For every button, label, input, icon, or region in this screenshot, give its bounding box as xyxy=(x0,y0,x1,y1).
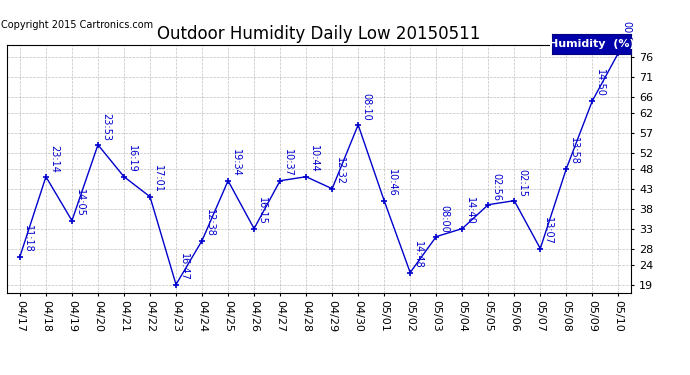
Text: 00:00: 00:00 xyxy=(622,21,631,49)
Text: 10:44: 10:44 xyxy=(309,145,319,173)
Text: Humidity  (%): Humidity (%) xyxy=(549,39,635,49)
Text: 14:05: 14:05 xyxy=(75,189,85,217)
Text: 14:48: 14:48 xyxy=(413,241,423,268)
Text: 10:37: 10:37 xyxy=(283,149,293,177)
Text: 16:15: 16:15 xyxy=(257,197,267,225)
Text: 13:58: 13:58 xyxy=(569,137,580,165)
Text: 14:50: 14:50 xyxy=(595,69,605,97)
Text: 16:19: 16:19 xyxy=(127,145,137,173)
Text: 08:10: 08:10 xyxy=(362,93,371,121)
Text: 23:14: 23:14 xyxy=(49,145,59,173)
Text: 14:40: 14:40 xyxy=(465,197,475,225)
Text: Copyright 2015 Cartronics.com: Copyright 2015 Cartronics.com xyxy=(1,20,152,30)
Text: 16:47: 16:47 xyxy=(179,253,189,280)
Text: 10:46: 10:46 xyxy=(387,169,397,197)
Text: 11:18: 11:18 xyxy=(23,225,33,253)
Text: 12:32: 12:32 xyxy=(335,157,345,185)
Text: 13:07: 13:07 xyxy=(544,217,553,244)
Text: 08:00: 08:00 xyxy=(440,205,449,232)
Text: 23:53: 23:53 xyxy=(101,113,111,141)
Text: 02:15: 02:15 xyxy=(518,169,527,197)
Text: 17:01: 17:01 xyxy=(153,165,163,193)
Text: 12:38: 12:38 xyxy=(205,209,215,237)
Text: 19:34: 19:34 xyxy=(231,149,241,177)
Title: Outdoor Humidity Daily Low 20150511: Outdoor Humidity Daily Low 20150511 xyxy=(157,26,481,44)
Text: 02:56: 02:56 xyxy=(491,172,502,201)
